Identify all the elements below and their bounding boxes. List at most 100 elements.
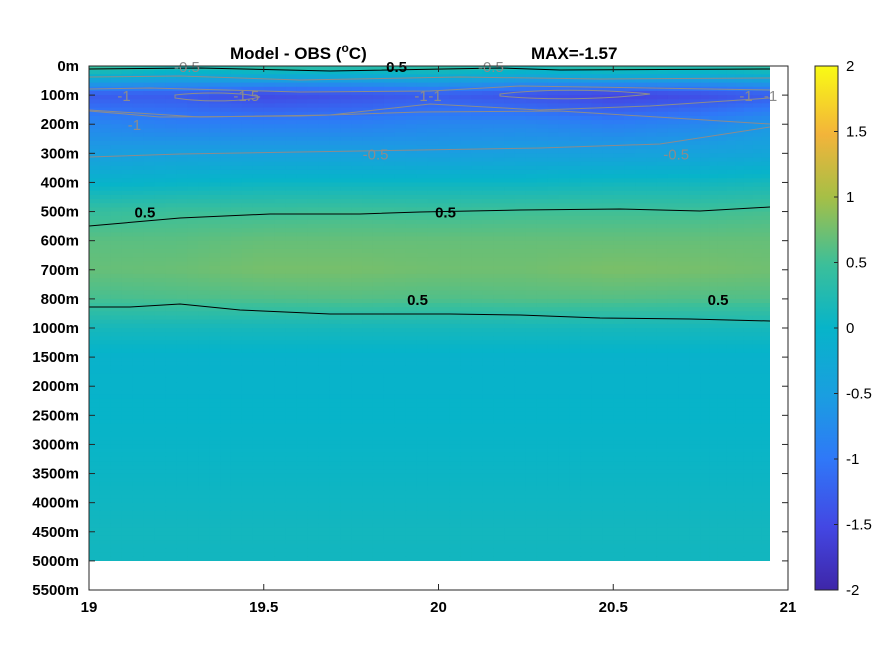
heatmap-cell [504, 107, 516, 113]
heatmap-cell [307, 207, 319, 213]
heatmap-cell [689, 319, 702, 325]
heatmap-cell [99, 78, 112, 84]
heatmap-cell [132, 149, 145, 154]
heatmap-cell [493, 132, 505, 138]
heatmap-cell [700, 207, 710, 213]
heatmap-cell [230, 228, 243, 233]
heatmap-cell [220, 369, 232, 375]
heatmap-cell [667, 161, 680, 167]
heatmap-cell [340, 369, 352, 375]
heatmap-cell [525, 224, 538, 229]
heatmap-cell [558, 340, 571, 346]
heatmap-cell [761, 269, 770, 275]
heatmap-cell [340, 315, 352, 321]
heatmap-cell [416, 240, 429, 246]
heatmap-cell [340, 290, 352, 296]
heatmap-cell [99, 115, 112, 121]
heatmap-cell [514, 261, 527, 267]
heatmap-cell [482, 161, 494, 167]
heatmap-cell [383, 95, 396, 100]
heatmap-cell [624, 161, 636, 167]
heatmap-cell [274, 228, 287, 233]
heatmap-cell [307, 132, 319, 138]
heatmap-cell [383, 298, 396, 304]
heatmap-cell [372, 86, 385, 92]
heatmap-cell [504, 82, 516, 88]
heatmap-cell [624, 365, 636, 371]
heatmap-cell [362, 178, 374, 184]
heatmap-cell [427, 66, 440, 71]
heatmap-cell [351, 286, 363, 292]
heatmap-cell [252, 103, 265, 109]
heatmap-cell [514, 290, 527, 296]
heatmap-cell [438, 303, 451, 308]
heatmap-cell [678, 178, 691, 184]
heatmap-cell [547, 219, 560, 225]
heatmap-cell [296, 174, 309, 179]
heatmap-cell [252, 90, 265, 96]
heatmap-cell [230, 248, 243, 254]
heatmap-cell [416, 207, 429, 213]
heatmap-cell [558, 132, 571, 138]
heatmap-cell [427, 90, 440, 96]
heatmap-cell [624, 111, 636, 117]
heatmap-cell [624, 328, 636, 333]
heatmap-cell [602, 332, 614, 337]
heatmap-cell [274, 332, 287, 337]
heatmap-cell [340, 169, 352, 175]
heatmap-cell [482, 228, 494, 233]
heatmap-cell [761, 336, 770, 342]
heatmap-cell [176, 332, 188, 337]
heatmap-cell [667, 169, 680, 175]
heatmap-cell [230, 190, 243, 196]
heatmap-cell [438, 203, 451, 208]
heatmap-cell [285, 145, 298, 150]
heatmap-cell [154, 207, 167, 213]
heatmap-cell [362, 261, 374, 267]
heatmap-cell [761, 120, 770, 125]
heatmap-cell [416, 340, 429, 346]
heatmap-cell [394, 203, 407, 208]
heatmap-cell [689, 103, 702, 109]
heatmap-cell [689, 357, 702, 362]
heatmap-cell [405, 369, 418, 375]
heatmap-cell [340, 248, 352, 254]
heatmap-cell [624, 115, 636, 121]
heatmap-cell [460, 232, 472, 238]
heatmap-cell [761, 182, 770, 188]
heatmap-cell [449, 244, 461, 250]
heatmap-cell [132, 207, 145, 213]
heatmap-cell [89, 99, 101, 105]
heatmap-cell [318, 240, 330, 246]
heatmap-cell [493, 352, 505, 358]
heatmap-cell [438, 307, 451, 312]
heatmap-cell [110, 90, 123, 96]
heatmap-cell [110, 257, 123, 263]
heatmap-cell [285, 111, 298, 117]
heatmap-cell [743, 145, 754, 150]
heatmap-cell [285, 90, 298, 96]
heatmap-cell [121, 286, 134, 292]
heatmap-cell [99, 178, 112, 184]
heatmap-cell [656, 178, 669, 184]
heatmap-cell [438, 232, 451, 238]
heatmap-cell [449, 174, 461, 179]
heatmap-cell [536, 282, 549, 288]
heatmap-cell [678, 111, 691, 117]
heatmap-cell [449, 328, 461, 333]
heatmap-cell [460, 107, 472, 113]
heatmap-cell [198, 386, 210, 391]
heatmap-cell [176, 207, 188, 213]
heatmap-cell [591, 95, 603, 100]
heatmap-cell [646, 348, 658, 354]
heatmap-cell [460, 282, 472, 288]
heatmap-cell [536, 190, 549, 196]
heatmap-cell [362, 66, 374, 71]
heatmap-cell [383, 348, 396, 354]
heatmap-cell [735, 328, 745, 333]
heatmap-cell [438, 178, 451, 184]
heatmap-cell [735, 82, 745, 88]
heatmap-cell [110, 265, 123, 271]
heatmap-cell [209, 86, 221, 92]
heatmap-cell [416, 377, 429, 383]
